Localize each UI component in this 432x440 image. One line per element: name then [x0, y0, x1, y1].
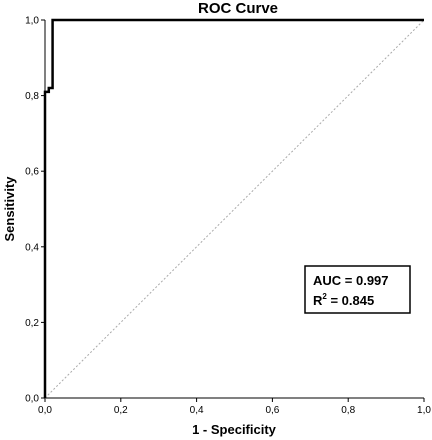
roc-curve-line: [43, 18, 424, 398]
auc-text: AUC = 0.997: [313, 273, 389, 288]
stats-annotation: AUC = 0.997 R2 = 0.845: [304, 265, 411, 314]
y-tick-label: 0,8: [25, 91, 39, 102]
y-tick-label: 0,0: [25, 394, 39, 405]
x-tick-label: 1,0: [417, 405, 431, 416]
series-layer: [43, 18, 425, 399]
x-tick-label: 0,8: [341, 405, 355, 416]
y-tick-label: 0,4: [25, 242, 39, 253]
x-axis-label: 1 - Specificity: [192, 422, 277, 437]
y-axis-label: Sensitivity: [2, 176, 17, 242]
y-tick-label: 0,6: [25, 167, 39, 178]
x-tick-label: 0,4: [190, 405, 204, 416]
y-tick-label: 0,2: [25, 318, 39, 329]
r2-text: R2 = 0.845: [313, 292, 374, 308]
r2-superscript: 2: [322, 292, 327, 301]
r2-prefix: R: [313, 293, 323, 308]
x-tick-label: 0,6: [265, 405, 279, 416]
reference-diagonal-line: [44, 19, 425, 399]
stats-box: [304, 265, 411, 314]
x-tick-label: 0,2: [114, 405, 128, 416]
chart-title: ROC Curve: [198, 0, 278, 17]
tick-layer: 0,0 0,2 0,4 0,6 0,8 1,0 0,0 0,2 0,4 0,6 0,8 1,0: [25, 16, 431, 417]
x-tick-label: 0,0: [38, 405, 52, 416]
y-tick-label: 1,0: [25, 16, 39, 27]
r2-value: = 0.845: [327, 293, 374, 308]
